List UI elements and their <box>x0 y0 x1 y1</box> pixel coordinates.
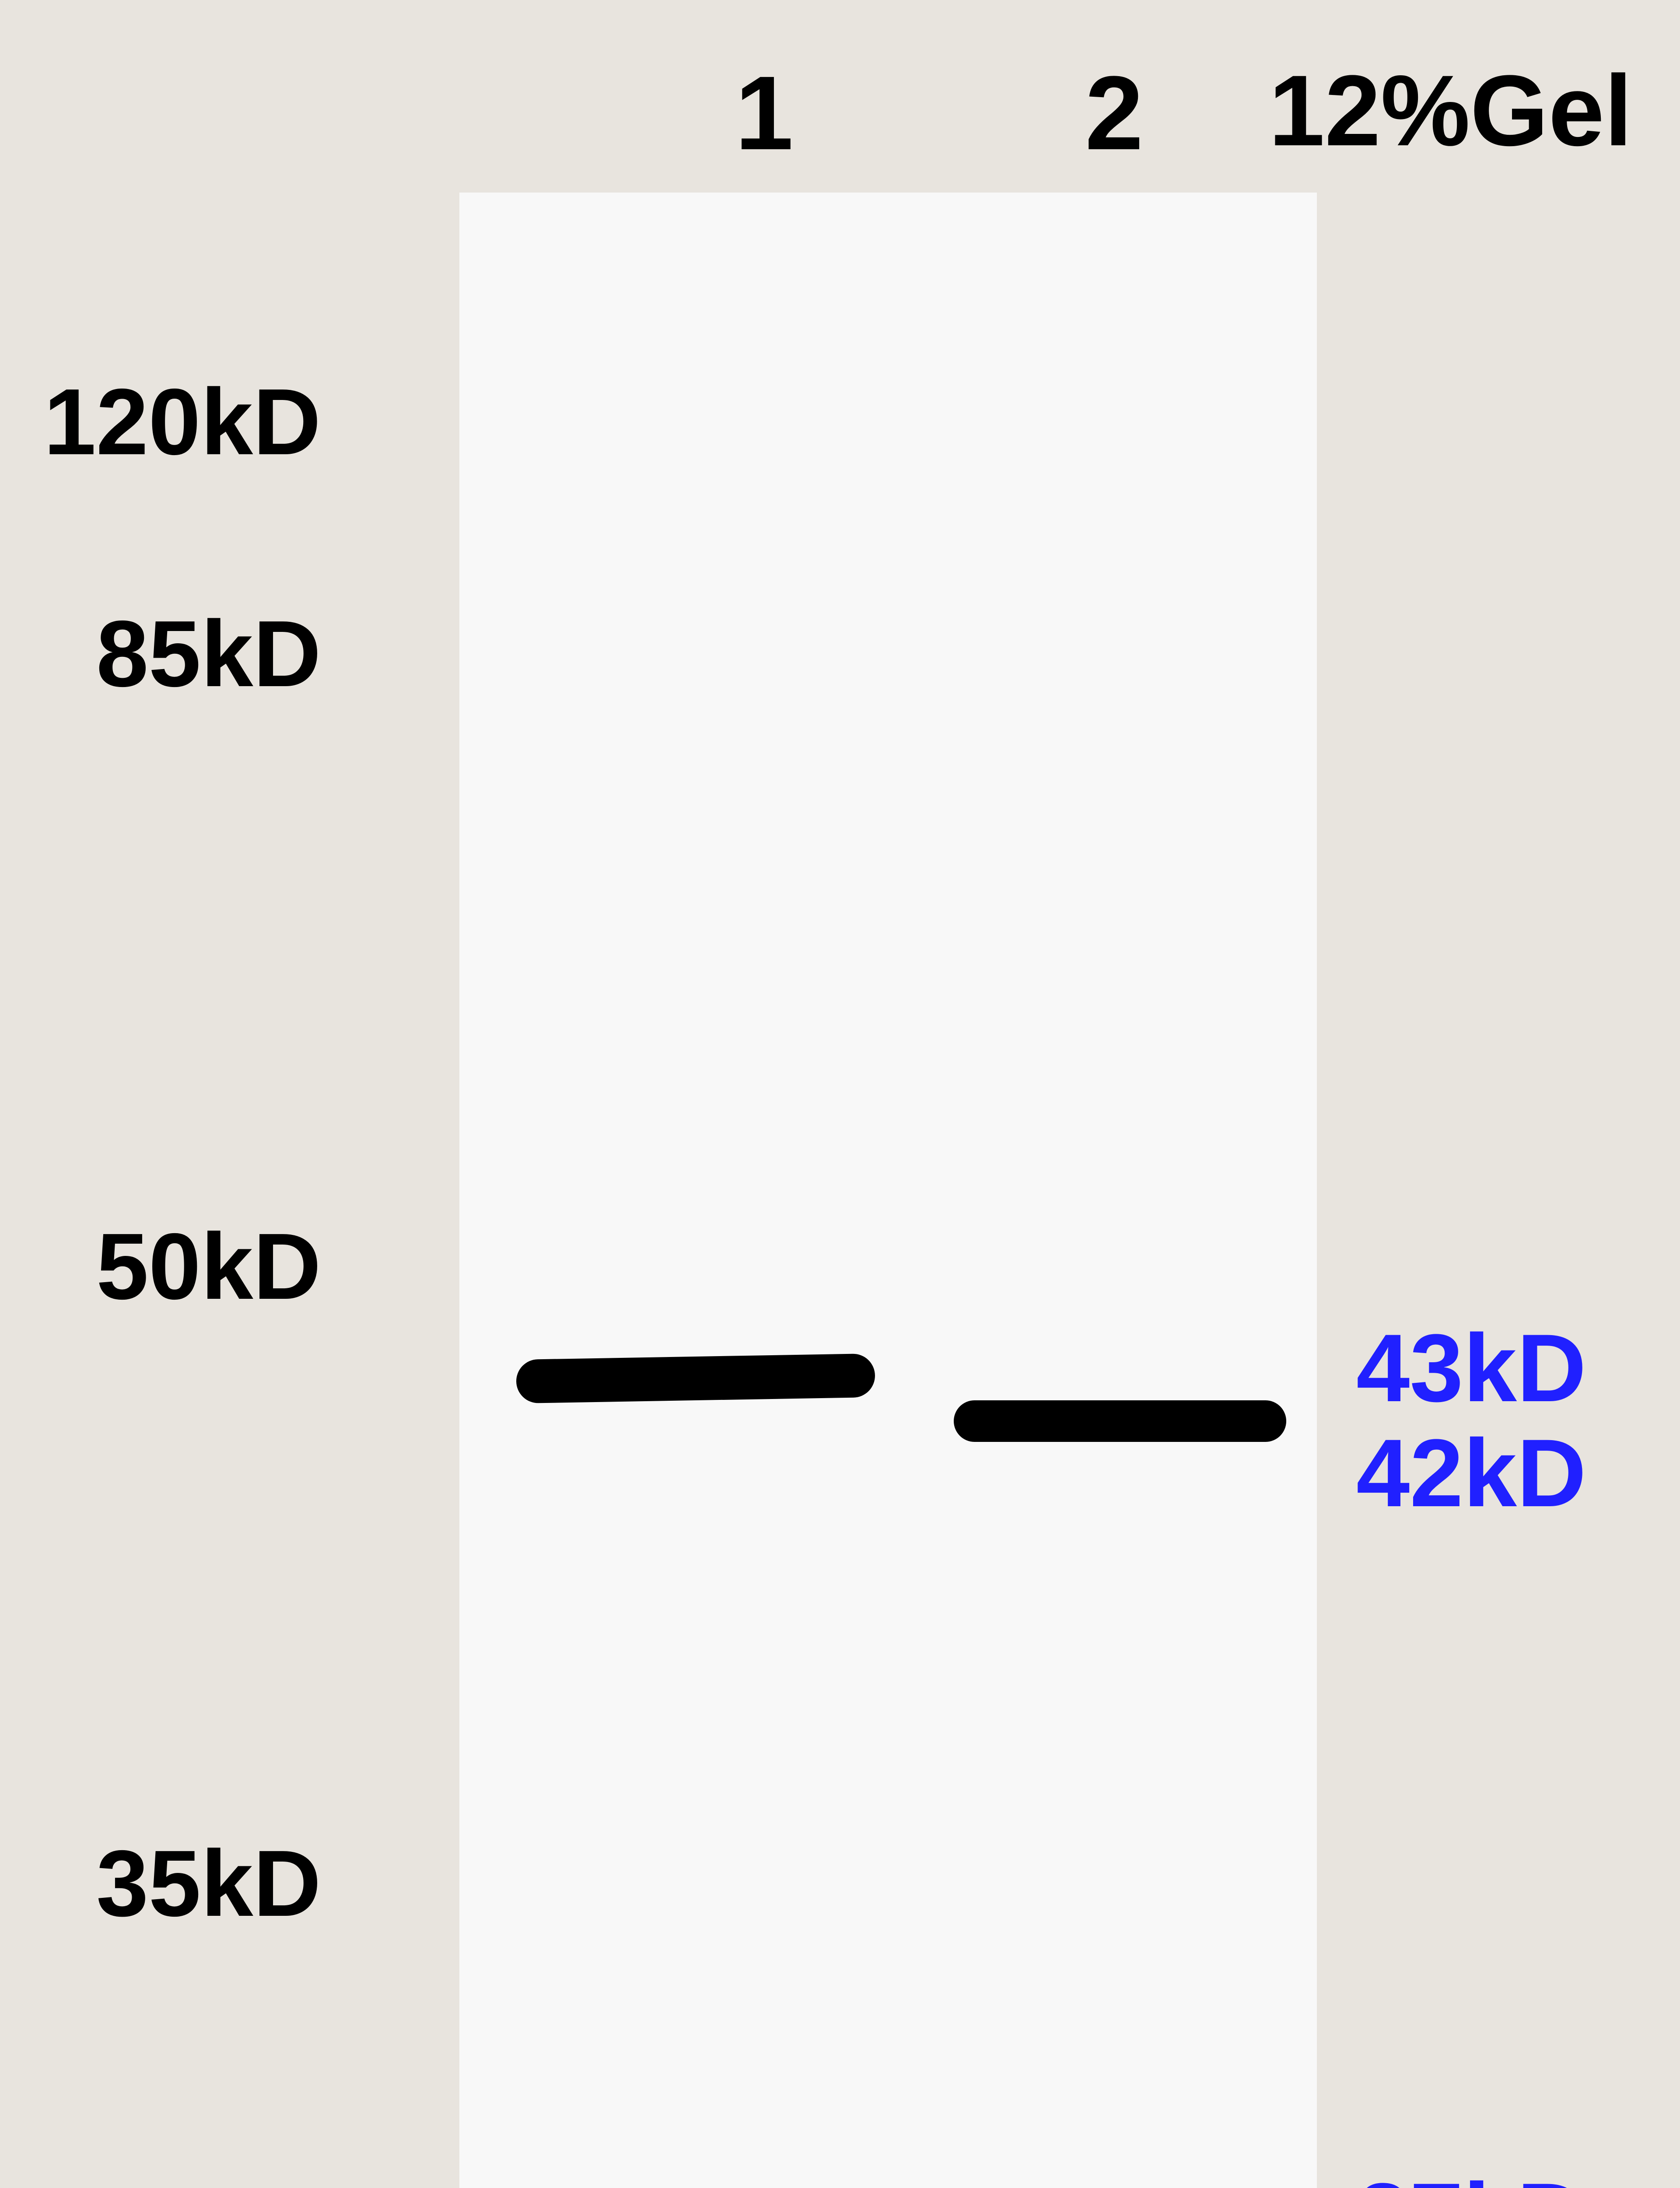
mw-marker-120kd: 120kD <box>44 368 321 476</box>
lane-2-label: 2 <box>1085 53 1143 173</box>
blot-membrane <box>459 193 1317 2188</box>
western-blot-container: 1 2 12%Gel 120kD 85kD 50kD 35kD 25kD 20k… <box>0 0 1680 2188</box>
detected-band-42kd: 42kD <box>1356 1418 1586 1529</box>
mw-marker-50kd: 50kD <box>96 1212 321 1321</box>
blot-header: 1 2 12%Gel <box>0 0 1680 193</box>
lane-1-label: 1 <box>735 53 793 173</box>
mw-marker-35kd: 35kD <box>96 1829 321 1938</box>
mw-marker-85kd: 85kD <box>96 600 321 708</box>
protein-band-lane1-43kd <box>516 1353 875 1403</box>
detected-band-43kd: 43kD <box>1356 1313 1586 1424</box>
detected-band-27kd: 27kD <box>1356 2162 1586 2188</box>
protein-band-lane2-42kd <box>954 1400 1286 1442</box>
gel-percentage-label: 12%Gel <box>1269 53 1632 168</box>
